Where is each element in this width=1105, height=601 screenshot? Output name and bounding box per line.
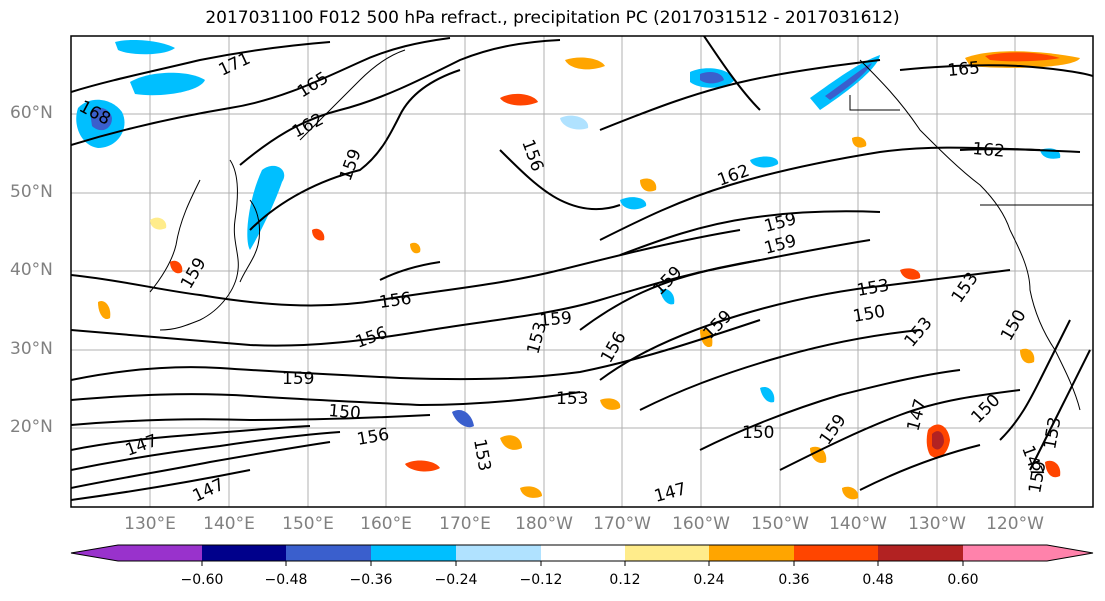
- contour-label: 150: [328, 401, 362, 424]
- latitude-label: 20°N: [10, 417, 53, 437]
- contour-label: 171: [216, 49, 254, 81]
- colorbar-segment: [1047, 545, 1093, 561]
- colorbar-segment: [963, 545, 1047, 561]
- colorbar-segment: [878, 545, 963, 561]
- contour-label: 159: [649, 262, 686, 299]
- longitude-label: 170°E: [439, 514, 491, 534]
- coastlines: [149, 49, 1093, 411]
- contour-label: 150: [997, 306, 1031, 344]
- latitude-label: 50°N: [10, 182, 53, 202]
- contour-label: 159: [336, 146, 366, 183]
- colorbar-segment: [541, 545, 625, 561]
- contour-label: 150: [742, 423, 774, 443]
- colorbar-tick-label: −0.24: [434, 572, 478, 588]
- longitude-label: 170°W: [593, 514, 651, 534]
- longitude-label: 120°W: [986, 514, 1044, 534]
- contour-label: 147: [652, 479, 689, 507]
- contour-label: 153: [469, 437, 494, 472]
- contour-label: 159: [1025, 459, 1050, 494]
- contour-label: 159: [539, 308, 573, 331]
- longitude-label: 160°E: [360, 514, 412, 534]
- contour-label: 165: [947, 58, 981, 81]
- colorbar-tick-label: 0.48: [862, 572, 894, 588]
- longitude-label: 140°W: [829, 514, 887, 534]
- colorbar-segment: [625, 545, 709, 561]
- colorbar-tick-label: −0.36: [349, 572, 393, 588]
- refractivity-contours: [71, 36, 1093, 501]
- colorbar-tick-label: 0.24: [693, 572, 725, 588]
- latitude-label: 30°N: [10, 339, 53, 359]
- longitude-label: 130°W: [908, 514, 966, 534]
- contour-label: 153: [524, 320, 552, 357]
- colorbar: [70, 544, 1094, 566]
- contour-label: 153: [855, 276, 890, 301]
- colorbar-segment: [118, 545, 202, 561]
- contour-label: 153: [556, 389, 588, 409]
- colorbar-tick-label: 0.60: [947, 572, 979, 588]
- colorbar-segment: [794, 545, 878, 561]
- colorbar-segment: [709, 545, 794, 561]
- contour-label: 156: [353, 323, 390, 353]
- contour-label: 159: [816, 411, 851, 449]
- colorbar-tick-label: −0.48: [264, 572, 308, 588]
- contour-label: 156: [378, 289, 413, 313]
- longitude-label: 150°W: [751, 514, 809, 534]
- longitude-label: 140°E: [203, 514, 255, 534]
- colorbar-segment: [71, 545, 118, 561]
- precipitation-shading: [76, 40, 1080, 500]
- contour-label: 159: [282, 369, 314, 389]
- colorbar-segment: [371, 545, 456, 561]
- colorbar-segment: [286, 545, 371, 561]
- colorbar-segment: [202, 545, 286, 561]
- contour-label: 156: [517, 137, 547, 174]
- contour-label: 153: [1040, 415, 1065, 450]
- longitude-label: 180°W: [515, 514, 573, 534]
- contour-label: 162: [972, 139, 1006, 162]
- longitude-label: 160°W: [672, 514, 730, 534]
- colorbar-tick-label: 0.36: [778, 572, 810, 588]
- contour-label: 162: [715, 161, 752, 191]
- longitude-label: 130°E: [124, 514, 176, 534]
- contour-label: 147: [123, 431, 160, 461]
- contour-label: 150: [851, 302, 886, 327]
- latitude-label: 40°N: [10, 260, 53, 280]
- map-title: 2017031100 F012 500 hPa refract., precip…: [205, 8, 900, 28]
- contour-label: 153: [901, 313, 937, 351]
- longitude-label: 150°E: [282, 514, 334, 534]
- contour-label: 159: [177, 254, 211, 292]
- contour-label: 165: [294, 68, 332, 102]
- colorbar-tick-label: −0.12: [519, 572, 563, 588]
- colorbar-tick-label: 0.12: [609, 572, 641, 588]
- latitude-label: 60°N: [10, 103, 53, 123]
- colorbar-segment: [456, 545, 541, 561]
- colorbar-tick-label: −0.60: [180, 572, 224, 588]
